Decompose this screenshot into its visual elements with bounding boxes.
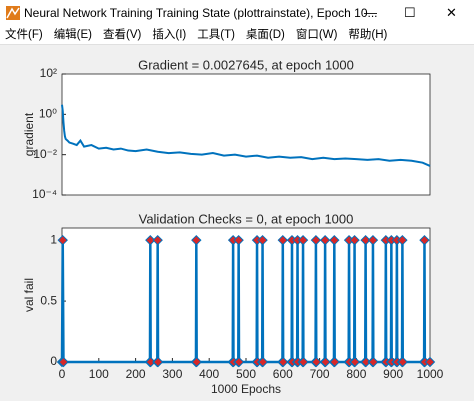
data-marker (319, 234, 331, 246)
figure: Gradient = 0.0027645, at epoch 1000 gradi… (22, 57, 444, 396)
window-title: Neural Network Training Training State (… (24, 6, 378, 20)
y-axis-label: gradient (22, 112, 36, 156)
x-tick-label: 0 (59, 367, 66, 381)
data-marker (397, 234, 408, 246)
y-axis-label: val fail (22, 278, 36, 312)
chart-title: Validation Checks = 0, at epoch 1000 (139, 211, 354, 226)
y-tick-label: 10⁰ (39, 107, 57, 121)
data-marker (152, 234, 163, 246)
data-marker (277, 356, 289, 368)
data-marker (349, 234, 360, 246)
x-axis-label: 1000 Epochs (211, 382, 281, 396)
data-marker (419, 234, 430, 246)
x-tick-label: 500 (236, 367, 256, 381)
data-marker (329, 356, 340, 368)
y-tick-label: 1 (50, 232, 57, 246)
menu-item[interactable]: 查看(V) (103, 29, 142, 41)
x-tick-label: 400 (199, 367, 219, 381)
maximize-button[interactable]: ☐ (404, 5, 416, 20)
menu-item[interactable]: 插入(I) (152, 29, 187, 41)
data-marker (297, 234, 309, 246)
data-marker (191, 356, 202, 368)
menu-item[interactable]: 工具(T) (197, 29, 235, 41)
data-marker (360, 234, 371, 246)
data-marker (257, 234, 268, 246)
y-tick-label: 10⁻² (33, 147, 57, 161)
menu-item[interactable]: 桌面(D) (245, 29, 285, 41)
data-marker (58, 356, 69, 368)
data-marker (191, 234, 202, 246)
data-marker (397, 356, 408, 368)
x-tick-label: 200 (126, 367, 146, 381)
data-marker (145, 234, 156, 246)
x-tick-label: 700 (310, 367, 330, 381)
x-tick-label: 1000 (417, 367, 444, 381)
menu-bar: 文件(F) 编辑(E) 查看(V) 插入(I) 工具(T) 桌面(D) 窗口(W) 帮助(H) (0, 26, 474, 45)
data-marker (367, 234, 379, 246)
data-marker (152, 356, 164, 368)
data-marker (349, 356, 361, 368)
x-tick-label: 600 (273, 367, 293, 381)
data-marker (368, 356, 379, 368)
plot-area (61, 73, 431, 196)
x-tick-label: 100 (89, 367, 109, 381)
data-marker (298, 356, 309, 368)
x-tick-label: 300 (162, 367, 182, 381)
menu-item[interactable]: 编辑(E) (53, 29, 93, 41)
data-marker (233, 356, 245, 368)
menu-item[interactable]: 窗口(W) (295, 29, 338, 41)
data-marker (311, 356, 322, 368)
y-tick-label: 0 (50, 354, 57, 368)
app-icon (6, 6, 20, 20)
data-marker (320, 356, 331, 368)
title-bar: Neural Network Training Training State (… (0, 0, 474, 26)
y-tick-label: 10⁻⁴ (32, 187, 57, 201)
data-marker (257, 356, 269, 368)
menu-item[interactable]: 帮助(H) (348, 29, 388, 41)
menu-item[interactable]: 文件(F) (5, 29, 43, 41)
data-marker (424, 356, 436, 368)
x-tick-label: 800 (346, 367, 366, 381)
plot-area (61, 227, 431, 363)
data-line (61, 104, 431, 167)
x-tick-label: 900 (383, 367, 403, 381)
chart-title: Gradient = 0.0027645, at epoch 1000 (138, 57, 354, 72)
data-marker (329, 234, 340, 246)
data-marker (310, 234, 322, 246)
y-tick-label: 10² (40, 66, 57, 80)
minimize-button[interactable]: — (364, 5, 377, 20)
data-marker (233, 234, 244, 246)
data-marker (57, 234, 68, 246)
y-tick-label: 0.5 (40, 293, 57, 307)
close-button[interactable]: ✕ (446, 5, 457, 20)
data-marker (277, 234, 289, 246)
